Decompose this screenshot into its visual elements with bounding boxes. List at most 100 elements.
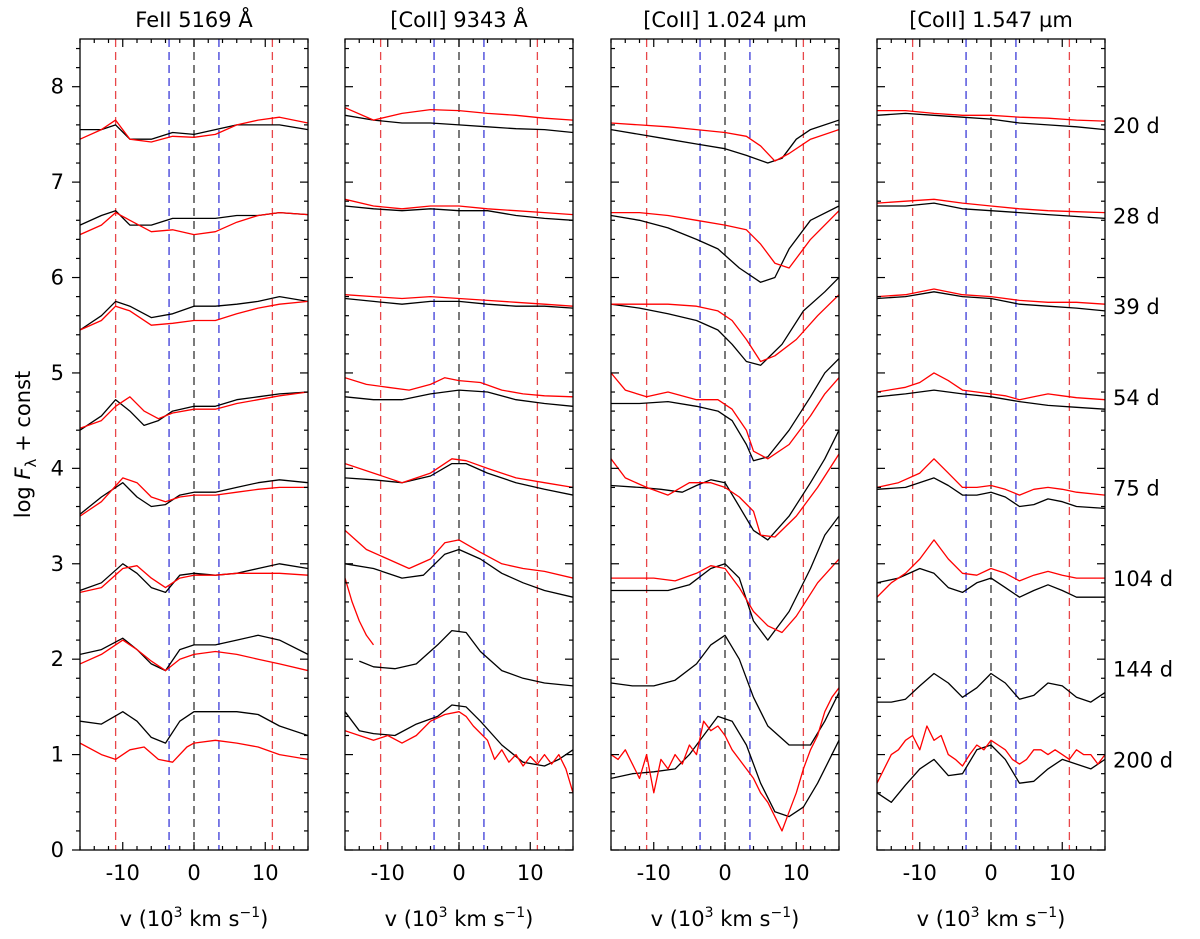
observed-spectrum-104d xyxy=(345,548,573,598)
model-spectrum-104d xyxy=(345,529,573,579)
observed-spectrum-54d xyxy=(877,389,1105,410)
panel-title: FeII 5169 Å xyxy=(135,6,253,32)
observed-spectrum-144d xyxy=(611,634,839,746)
observed-spectrum-54d xyxy=(611,358,839,462)
observed-spectrum-104d xyxy=(877,567,1105,598)
model-spectrum-54d xyxy=(877,372,1105,401)
panel-2: -10 0 10 [CoII] 9343 Å v (103 km s−1) xyxy=(344,6,574,931)
x-axis-label: v (103 km s−1) xyxy=(651,905,800,931)
model-spectrum-75d xyxy=(80,477,308,517)
model-spectrum-200d xyxy=(80,739,308,763)
observed-spectrum-144d xyxy=(80,634,308,672)
y-axis-label-text: log Fλ + const xyxy=(11,371,40,519)
epoch-label: 28 d xyxy=(1113,205,1160,229)
x-tick-label: -10 xyxy=(903,861,937,885)
observed-spectrum-54d xyxy=(80,391,308,431)
y-tick-label: 6 xyxy=(51,266,64,290)
epoch-label: 54 d xyxy=(1113,386,1160,410)
y-axis-label: log Fλ + const xyxy=(11,371,40,519)
x-tick-label: 0 xyxy=(187,861,200,885)
y-tick-label: 1 xyxy=(51,743,64,767)
model-spectrum-39d xyxy=(80,300,308,331)
x-tick-label: 10 xyxy=(783,861,810,885)
panels-group: -10 0 10 0 1 2 3 4 5 6 7 8 FeII 5169 Å v (103 km s−1)… xyxy=(51,6,1106,931)
panel-title: [CoII] 9343 Å xyxy=(390,6,528,32)
observed-spectrum-28d xyxy=(877,202,1105,220)
model-spectrum-75d xyxy=(877,458,1105,496)
epoch-label: 75 d xyxy=(1113,476,1160,500)
model-spectrum-54d xyxy=(80,391,308,429)
observed-spectrum-39d xyxy=(877,291,1105,312)
y-tick-label: 0 xyxy=(51,838,64,862)
panel-3: -10 0 10 [CoII] 1.024 µm v (103 km s−1) xyxy=(610,8,840,931)
observed-spectrum-20d xyxy=(80,124,308,140)
y-tick-label: 7 xyxy=(51,170,64,194)
x-axis-label: v (103 km s−1) xyxy=(385,905,534,931)
observed-spectrum-54d xyxy=(345,389,573,407)
x-tick-label: 10 xyxy=(1049,861,1076,885)
model-spectrum-75d xyxy=(611,453,839,538)
model-spectrum-39d xyxy=(611,294,839,363)
observed-spectrum-39d xyxy=(80,295,308,331)
observed-spectrum-200d xyxy=(611,715,839,818)
model-spectrum-20d xyxy=(345,107,573,121)
model-spectrum-28d xyxy=(877,198,1105,214)
observed-spectrum-20d xyxy=(345,114,573,134)
observed-spectrum-39d xyxy=(345,297,573,309)
x-tick-label: 10 xyxy=(517,861,544,885)
observed-spectrum-200d xyxy=(80,711,308,744)
model-spectrum-54d xyxy=(345,377,573,398)
observed-spectrum-75d xyxy=(877,477,1105,510)
model-spectrum-20d xyxy=(80,116,308,143)
series-group xyxy=(80,116,308,763)
observed-spectrum-28d xyxy=(611,205,839,283)
model-spectrum-39d xyxy=(345,294,573,307)
observed-spectrum-75d xyxy=(611,429,839,541)
x-tick-label: -10 xyxy=(106,861,140,885)
observed-spectrum-20d xyxy=(877,112,1105,131)
epoch-label: 104 d xyxy=(1113,567,1173,591)
observed-spectrum-200d xyxy=(345,704,573,767)
epoch-label: 144 d xyxy=(1113,658,1173,682)
x-tick-label: -10 xyxy=(371,861,405,885)
observed-spectrum-144d xyxy=(877,672,1105,703)
model-spectrum-28d xyxy=(345,198,573,216)
observed-spectrum-75d xyxy=(80,479,308,515)
model-spectrum-20d xyxy=(611,122,839,162)
panel-title: [CoII] 1.024 µm xyxy=(643,8,807,32)
model-spectrum-39d xyxy=(877,288,1105,305)
model-spectrum-104d xyxy=(80,565,308,594)
y-tick-label: 5 xyxy=(51,361,64,385)
model-spectrum-144d xyxy=(345,577,375,646)
x-axis-label: v (103 km s−1) xyxy=(120,905,269,931)
model-spectrum-28d xyxy=(611,210,839,269)
observed-spectrum-75d xyxy=(345,462,573,496)
model-spectrum-104d xyxy=(611,558,839,634)
y-tick-label: 4 xyxy=(51,456,64,480)
series-group xyxy=(611,119,839,832)
observed-spectrum-104d xyxy=(611,515,839,641)
model-spectrum-54d xyxy=(611,372,839,460)
epoch-label: 20 d xyxy=(1113,114,1160,138)
epoch-label: 200 d xyxy=(1113,748,1173,772)
observed-spectrum-104d xyxy=(80,563,308,594)
x-axis-label: v (103 km s−1) xyxy=(917,905,1066,931)
panel-title: [CoII] 1.547 µm xyxy=(909,8,1073,32)
model-spectrum-28d xyxy=(80,211,308,236)
x-tick-label: 0 xyxy=(718,861,731,885)
x-tick-label: 0 xyxy=(984,861,997,885)
model-spectrum-75d xyxy=(345,458,573,489)
model-spectrum-104d xyxy=(877,539,1105,598)
y-tick-label: 8 xyxy=(51,75,64,99)
series-group xyxy=(345,107,573,793)
panel-1: -10 0 10 0 1 2 3 4 5 6 7 8 FeII 5169 Å v (103 km s−1) xyxy=(51,6,309,931)
x-tick-label: -10 xyxy=(637,861,671,885)
series-group xyxy=(877,109,1105,803)
observed-spectrum-28d xyxy=(345,205,573,221)
model-spectrum-144d xyxy=(80,639,308,672)
epoch-labels: 20 d 28 d 39 d 54 d 75 d 104 d 144 d 200 d xyxy=(1113,114,1173,772)
panel-4: -10 0 10 [CoII] 1.547 µm v (103 km s−1) xyxy=(876,8,1106,931)
observed-spectrum-200d xyxy=(877,744,1105,803)
x-tick-label: 0 xyxy=(452,861,465,885)
